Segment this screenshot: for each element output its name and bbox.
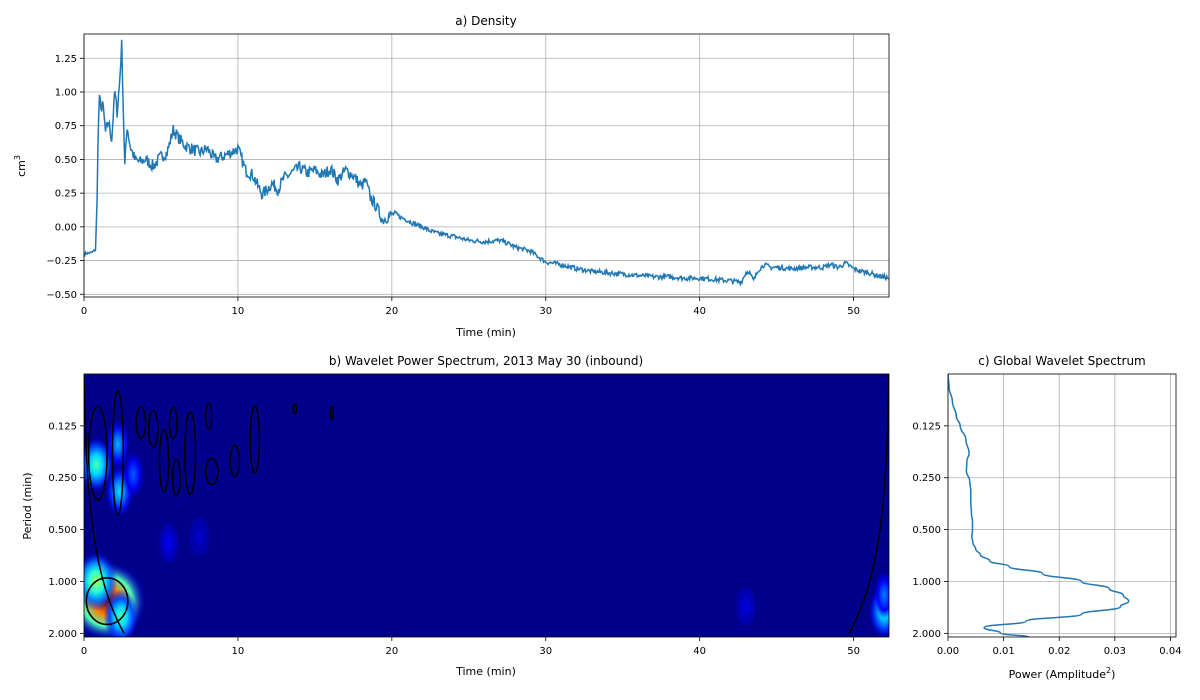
y-tick-label: 1.25 <box>55 54 77 65</box>
y-tick-label: 0.500 <box>912 525 941 536</box>
y-tick-label: 0.125 <box>48 421 77 432</box>
panel-c-xlabel-base: Power (Amplitude <box>1009 668 1107 681</box>
panel-b-title: b) Wavelet Power Spectrum, 2013 May 30 (… <box>329 354 643 368</box>
y-tick-label: 0.250 <box>912 473 941 484</box>
power-hotspot <box>189 516 210 557</box>
x-tick-label: 0.04 <box>1159 646 1181 657</box>
heatmap-background <box>84 374 889 637</box>
y-tick-label: 0.75 <box>55 121 77 132</box>
y-tick-label: 0.125 <box>912 421 941 432</box>
y-tick-label: −0.25 <box>46 256 77 267</box>
panel-b-xlabel: Time (min) <box>455 665 516 678</box>
x-tick-label: 0 <box>81 646 87 657</box>
power-hotspot <box>103 589 139 637</box>
panel-a-frame <box>83 33 890 298</box>
heatmap-hotspots <box>84 419 889 637</box>
x-tick-label: 50 <box>847 306 860 317</box>
power-hotspot <box>123 451 144 498</box>
power-hotspot <box>84 551 118 612</box>
power-hotspot <box>158 522 179 564</box>
x-tick-label: 0.03 <box>1104 646 1126 657</box>
panel-b-ticks: 0 10 20 30 40 50 0.125 0.250 0.500 1.000 2.000 <box>48 421 860 657</box>
x-tick-label: 0.01 <box>992 646 1014 657</box>
y-tick-label: 0.250 <box>48 473 77 484</box>
panel-a: a) Density 0 10 20 30 40 50 −0.50 −0.25 0.00 0.25… <box>13 14 890 339</box>
y-tick-label: 1.000 <box>48 577 77 588</box>
panel-c-frame <box>947 373 1177 638</box>
y-tick-label: 2.000 <box>48 629 77 640</box>
significance-contours <box>85 390 335 626</box>
y-tick-label: 0.00 <box>55 222 77 233</box>
x-tick-label: 40 <box>693 306 706 317</box>
x-tick-label: 0.00 <box>937 646 959 657</box>
significance-contour <box>184 410 197 496</box>
panel-a-ylabel-sup: 3 <box>13 155 22 160</box>
panel-a-ylabel: cm3 <box>13 155 28 177</box>
y-tick-label: 0.25 <box>55 189 77 200</box>
significance-contour <box>229 444 241 478</box>
y-tick-label: 1.00 <box>55 87 77 98</box>
panel-b-ylabel: Period (min) <box>21 472 34 539</box>
y-tick-label: 2.000 <box>912 629 941 640</box>
y-tick-label: 0.500 <box>48 525 77 536</box>
panel-c-title: c) Global Wavelet Spectrum <box>978 354 1146 368</box>
panel-a-grid <box>83 34 889 297</box>
significance-contour <box>292 403 298 416</box>
panel-a-ylabel-base: cm <box>15 160 28 177</box>
significance-contour <box>168 406 178 440</box>
power-hotspot <box>735 586 756 627</box>
panel-b-frame <box>83 373 890 638</box>
significance-contour <box>111 390 125 517</box>
x-tick-label: 20 <box>385 306 398 317</box>
significance-contour <box>204 457 219 486</box>
significance-contour <box>135 406 147 440</box>
x-tick-label: 20 <box>385 646 398 657</box>
cone-of-influence <box>84 374 889 634</box>
panel-c-xlabel-sup: 2 <box>1106 666 1111 675</box>
x-tick-label: 30 <box>539 646 552 657</box>
density-series-line <box>84 39 889 288</box>
power-hotspot <box>874 571 889 619</box>
significance-contour <box>147 409 159 448</box>
panel-a-title: a) Density <box>455 14 516 28</box>
x-tick-label: 30 <box>539 306 552 317</box>
x-tick-label: 0.02 <box>1048 646 1070 657</box>
significance-contour <box>158 429 170 493</box>
panel-c-ticks: 0.00 0.01 0.02 0.03 0.04 0.125 0.250 0.500 1.000… <box>912 421 1181 657</box>
global-spectrum-line <box>948 374 1130 637</box>
panel-c-xlabel-end: ) <box>1111 668 1115 681</box>
y-tick-label: 1.000 <box>912 577 941 588</box>
significance-contour <box>204 402 213 431</box>
wavelet-heatmap <box>84 374 889 637</box>
panel-c: c) Global Wavelet Spectrum 0.00 0.01 0.02 0… <box>912 354 1181 681</box>
significance-contour <box>85 576 129 626</box>
panel-a-xlabel: Time (min) <box>455 326 516 339</box>
panel-b: b) Wavelet Power Spectrum, 2013 May 30 (… <box>21 354 890 678</box>
x-tick-label: 0 <box>81 306 87 317</box>
y-tick-label: −0.50 <box>46 290 77 301</box>
panel-c-grid <box>947 374 1176 637</box>
significance-contour <box>87 405 108 501</box>
y-tick-label: 0.50 <box>55 155 77 166</box>
significance-contour <box>249 404 261 475</box>
x-tick-label: 50 <box>847 646 860 657</box>
x-tick-label: 10 <box>232 646 245 657</box>
significance-contour <box>329 405 335 420</box>
panel-a-ticks: 0 10 20 30 40 50 −0.50 −0.25 0.00 0.25 0.50 0.75 1.0… <box>46 54 860 317</box>
x-tick-label: 10 <box>232 306 245 317</box>
x-tick-label: 40 <box>693 646 706 657</box>
panel-c-xlabel: Power (Amplitude2) <box>1009 666 1116 681</box>
significance-contour <box>171 458 181 497</box>
